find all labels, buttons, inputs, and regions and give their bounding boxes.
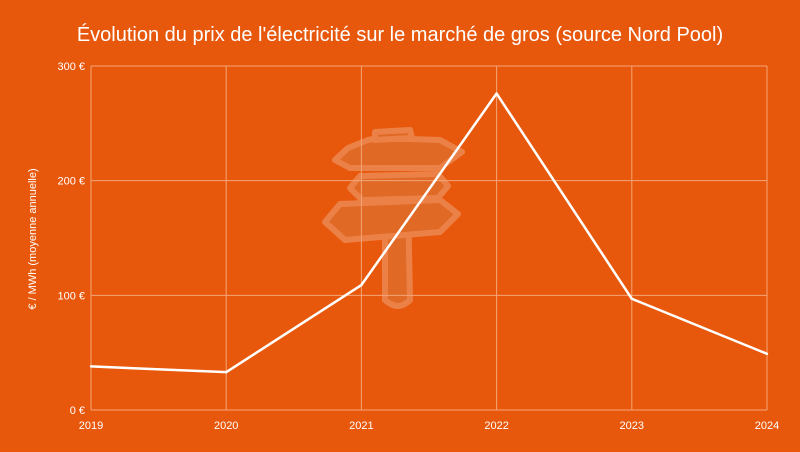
chart-title: Évolution du prix de l'électricité sur l… [77, 23, 723, 46]
data-point [360, 283, 363, 287]
data-point [765, 352, 769, 356]
axis-layer: 2019 2020 2021 2022 2023 2024 0 € 100 € 200 € 300… [57, 61, 779, 432]
signpost-watermark-icon [322, 127, 465, 309]
y-tick-label: 100 € [57, 290, 85, 302]
data-point [630, 297, 633, 300]
data-point [495, 92, 498, 95]
x-tick-label: 2020 [214, 420, 238, 432]
x-tick-label: 2021 [349, 420, 373, 432]
x-tick-label: 2019 [79, 420, 103, 432]
x-tick-label: 2022 [484, 420, 508, 432]
y-tick-label: 300 € [57, 61, 85, 73]
y-tick-label: 200 € [57, 176, 85, 188]
x-tick-label: 2023 [620, 420, 644, 432]
data-point [89, 365, 93, 368]
series-line [90, 92, 768, 374]
grid-layer [90, 65, 768, 411]
series-layer [89, 92, 769, 374]
y-axis-label: € / MWh (moyenne annuelle) [27, 168, 39, 309]
data-point [225, 370, 228, 374]
x-tick-label: 2024 [755, 420, 779, 432]
y-tick-label: 0 € [70, 405, 85, 417]
